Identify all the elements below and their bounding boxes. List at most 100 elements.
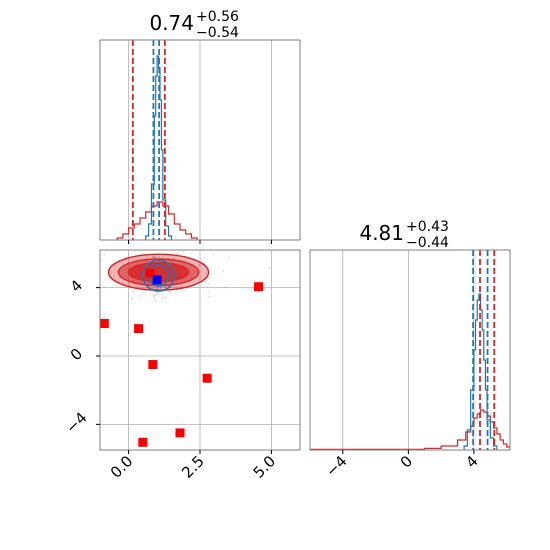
sample-point-blue — [164, 286, 166, 288]
sample-point-red — [198, 269, 201, 272]
title-plus: +0.56 — [196, 9, 239, 25]
marker-red-square — [175, 428, 185, 438]
sample-point-blue — [156, 287, 159, 290]
sample-point-red — [228, 257, 230, 260]
sample-point-red — [100, 259, 103, 262]
sample-point-blue — [156, 286, 159, 289]
x-tick-label: 5.0 — [250, 452, 280, 482]
sample-point-red — [152, 256, 155, 259]
marker-blue-square — [152, 275, 162, 285]
sample-point-blue — [164, 285, 167, 288]
sample-point-blue — [168, 291, 171, 294]
histogram-red — [116, 201, 198, 240]
sample-point-red — [99, 241, 101, 243]
sample-point-red — [116, 284, 118, 287]
x-tick-label: 0 — [397, 452, 416, 471]
sample-point-red — [93, 267, 95, 269]
sample-point-red — [143, 237, 145, 239]
marker-red-square — [134, 324, 144, 334]
title-value: 4.81 — [359, 221, 404, 245]
panel-bottom-right: −4 0 4 4.81 +0.43−0.44 — [309, 219, 511, 480]
title-value: 0.74 — [149, 11, 194, 35]
sample-point-blue — [153, 296, 156, 298]
sample-point-red — [208, 276, 211, 278]
sample-point-red — [184, 258, 187, 261]
sample-point-red — [103, 253, 106, 256]
sample-point-red — [209, 295, 212, 298]
sample-point-red — [200, 258, 202, 260]
marker-red-square — [254, 282, 264, 292]
sample-point-red — [113, 264, 116, 267]
marker-red-square — [202, 373, 212, 383]
marker-red-square — [138, 437, 148, 447]
sample-point-red — [127, 253, 130, 256]
sample-point-red — [198, 263, 200, 266]
x-tick-label: 0.0 — [107, 452, 137, 482]
sample-point-red — [170, 251, 173, 254]
histogram-blue — [463, 293, 498, 450]
sample-point-red — [80, 307, 82, 309]
sample-point-blue — [159, 246, 161, 248]
sample-point-blue — [130, 297, 133, 300]
y-tick-label: −4 — [62, 409, 90, 437]
sample-point-red — [104, 278, 106, 281]
sample-point-red — [152, 287, 155, 290]
sample-point-blue — [155, 256, 158, 259]
sample-point-red — [132, 258, 135, 261]
y-tick-label: 0 — [67, 345, 86, 364]
sample-point-red — [141, 257, 144, 260]
sample-point-red — [190, 252, 193, 255]
sample-point-red — [268, 267, 271, 270]
panel-frame — [309, 249, 511, 451]
sample-point-red — [142, 246, 144, 248]
sample-point-blue — [152, 294, 155, 296]
y-tick-label: 4 — [67, 276, 86, 295]
sample-point-red — [131, 291, 134, 293]
sample-point-red — [205, 281, 207, 284]
panel-title: 4.81 +0.43−0.44 — [359, 219, 449, 251]
panel-title: 0.74 +0.56−0.54 — [149, 9, 239, 41]
sample-point-red — [103, 286, 106, 289]
sample-point-red — [138, 296, 140, 299]
sample-point-red — [207, 291, 210, 293]
sample-point-red — [212, 252, 215, 255]
sample-point-blue — [154, 294, 157, 297]
title-minus: −0.44 — [406, 235, 449, 251]
title-plus: +0.43 — [406, 219, 449, 235]
sample-point-red — [181, 285, 184, 288]
contour-blue — [142, 259, 176, 292]
panel-bottom-left: 0.0 2.5 5.0 −4 0 4 — [62, 237, 301, 482]
sample-point-blue — [157, 292, 159, 295]
panel-plot-area — [310, 250, 510, 450]
sample-point-red — [208, 283, 210, 285]
sample-point-red — [207, 295, 210, 298]
sample-point-red — [141, 290, 144, 293]
sample-point-red — [204, 272, 207, 275]
sample-point-blue — [164, 296, 167, 299]
sample-point-red — [134, 252, 136, 255]
x-tick-label: 2.5 — [178, 452, 208, 482]
sample-point-blue — [153, 287, 156, 290]
sample-point-red — [223, 286, 226, 289]
sample-point-red — [222, 270, 225, 272]
sample-point-blue — [161, 297, 164, 300]
sample-point-blue — [160, 286, 162, 289]
sample-point-blue — [158, 255, 160, 258]
sample-point-red — [93, 279, 95, 281]
x-tick-label: 4 — [462, 452, 481, 471]
sample-point-blue — [145, 256, 148, 259]
title-minus: −0.54 — [196, 25, 239, 41]
sample-point-blue — [153, 299, 156, 302]
sample-point-red — [116, 270, 118, 273]
sample-point-blue — [152, 256, 154, 258]
sample-point-red — [189, 255, 192, 258]
x-tick-label: −4 — [322, 452, 350, 480]
sample-point-red — [209, 280, 212, 283]
panel-plot-area — [80, 237, 271, 447]
panel-plot-area — [116, 40, 198, 240]
marker-red-square — [100, 319, 109, 329]
marker-red-square — [148, 360, 158, 370]
sample-point-red — [182, 250, 184, 253]
histogram-red — [310, 409, 510, 450]
